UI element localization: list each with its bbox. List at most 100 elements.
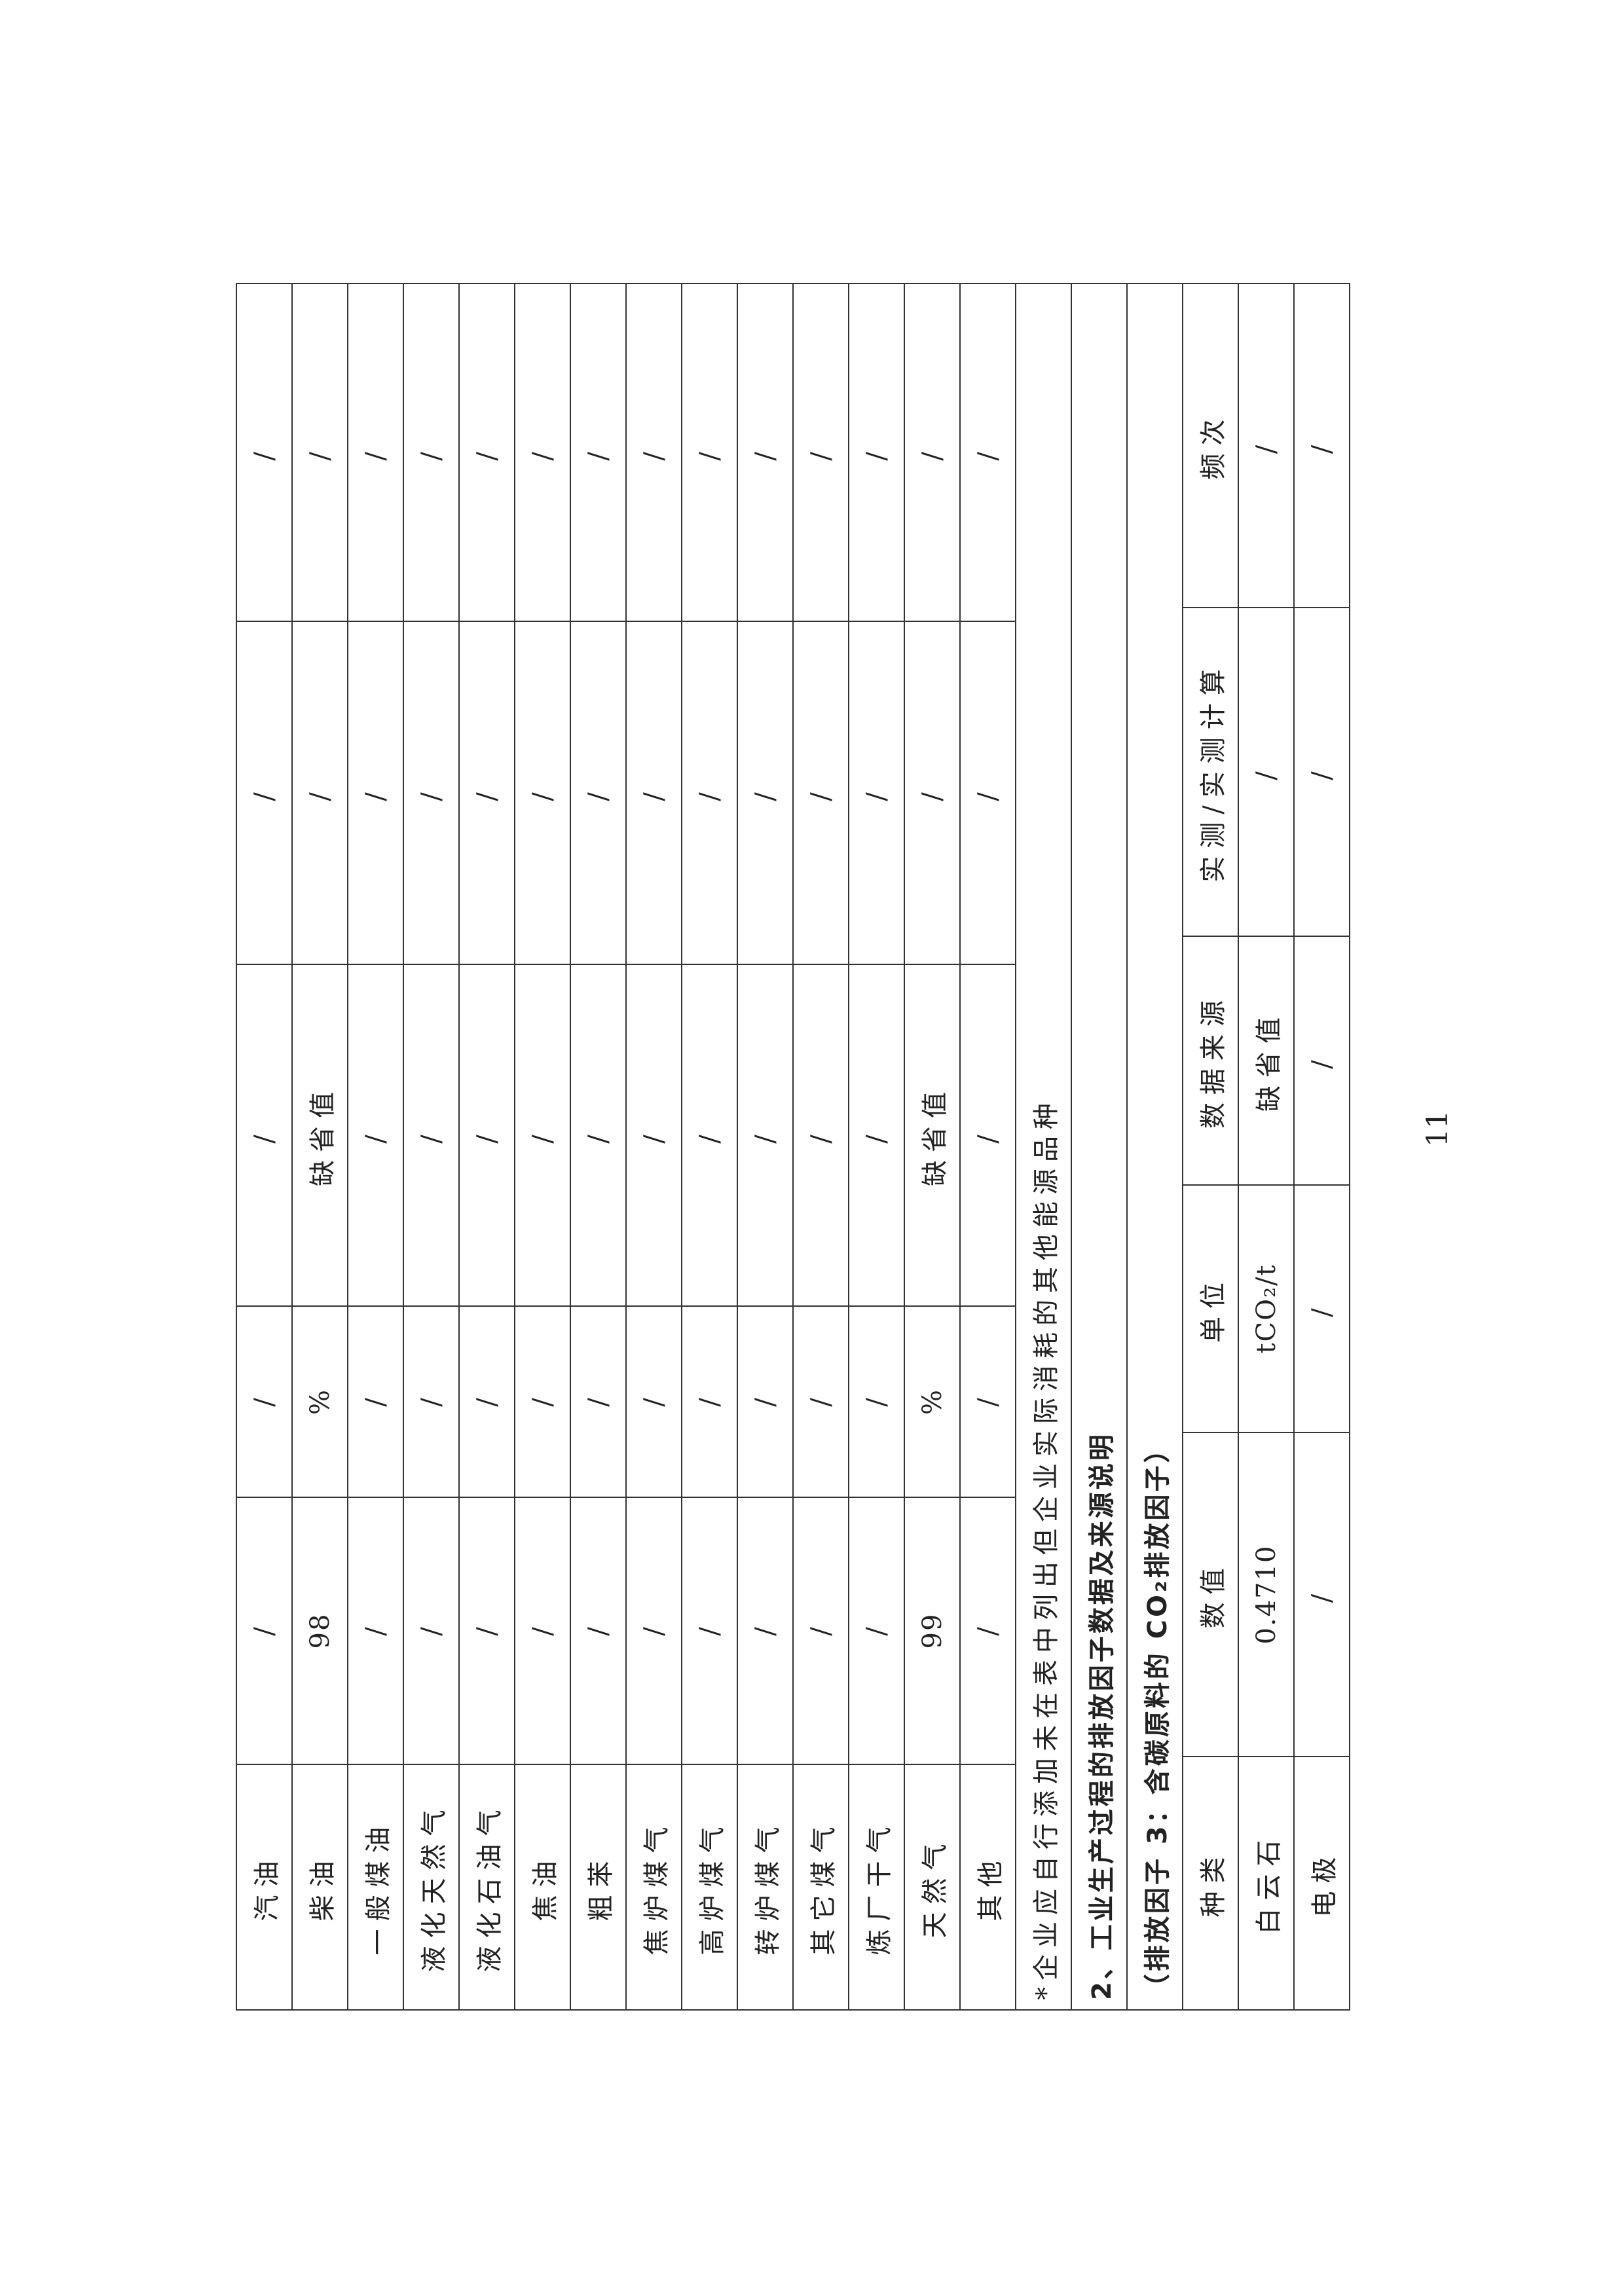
table-cell-source: /: [849, 964, 904, 1306]
table-cell-source: /: [236, 964, 292, 1306]
table-cell-value: 99: [904, 1497, 960, 1764]
table-cell-unit: /: [348, 1306, 403, 1497]
table-cell: /: [1294, 283, 1350, 608]
table-cell-measured: /: [236, 621, 292, 964]
table-cell-value: /: [348, 1497, 403, 1764]
table-cell-frequency: /: [403, 283, 459, 621]
table-cell-value: /: [682, 1497, 737, 1764]
table-cell-source: /: [626, 964, 682, 1306]
table-cell-unit: /: [570, 1306, 626, 1497]
table-cell-unit: %: [292, 1306, 348, 1497]
table-cell: 白云石: [1238, 1757, 1294, 2010]
table-cell-value: /: [793, 1497, 849, 1764]
table-cell-frequency: /: [682, 283, 737, 621]
table-cell-unit: /: [459, 1306, 515, 1497]
table-cell-unit: /: [849, 1306, 904, 1497]
table-cell-measured: /: [682, 621, 737, 964]
table-row: 其它煤气 / / / / /: [793, 283, 849, 2010]
table-cell-source: /: [960, 964, 1016, 1306]
table-row: 粗苯 / / / / /: [570, 283, 626, 2010]
table-row: 柴油 98% 缺省值 / /: [292, 283, 348, 2010]
header-cell: 单位: [1183, 1185, 1238, 1432]
table-cell-name: 炼厂干气: [849, 1764, 904, 2010]
table-cell-value: /: [459, 1497, 515, 1764]
table-cell-unit: /: [403, 1306, 459, 1497]
table-cell-name: 柴油: [292, 1764, 348, 2010]
table-cell-measured: /: [960, 621, 1016, 964]
table-row: 白云石 0.4710 tCO₂/t 缺省值 / /: [1238, 283, 1294, 2010]
table-cell-value: 98: [292, 1497, 348, 1764]
table-cell: 缺省值: [1238, 936, 1294, 1185]
table-cell-unit: /: [960, 1306, 1016, 1497]
table-cell-source: /: [403, 964, 459, 1306]
table-row: 焦炉煤气 / / / / /: [626, 283, 682, 2010]
table-cell-frequency: /: [292, 283, 348, 621]
table-cell: /: [1238, 283, 1294, 608]
table-cell-value: /: [849, 1497, 904, 1764]
table-cell-frequency: /: [570, 283, 626, 621]
table-cell-name: 天然气: [904, 1764, 960, 2010]
table-row: 液化天然气 / / / / /: [403, 283, 459, 2010]
table-cell-value: /: [403, 1497, 459, 1764]
table-cell-unit: %: [904, 1306, 960, 1497]
table-cell-name: 转炉煤气: [737, 1764, 793, 2010]
header-cell: 数据来源: [1183, 936, 1238, 1185]
table-cell: /: [1294, 608, 1350, 936]
section-subtitle: （排放因子 3：含碳原料的 CO₂排放因子）: [1127, 283, 1183, 2010]
table-cell-measured: /: [570, 621, 626, 964]
table-cell-measured: /: [626, 621, 682, 964]
table-cell: /: [1238, 608, 1294, 936]
table-cell: /: [1294, 1185, 1350, 1432]
table-cell-source: /: [515, 964, 570, 1306]
table-cell-source: /: [459, 964, 515, 1306]
table-cell-unit: /: [515, 1306, 570, 1497]
header-cell: 数值: [1183, 1432, 1238, 1757]
table-cell-name: 液化石油气: [459, 1764, 515, 2010]
table-cell-frequency: /: [348, 283, 403, 621]
table-cell: tCO₂/t: [1238, 1185, 1294, 1432]
table-cell-source: /: [348, 964, 403, 1306]
table-cell-unit: /: [737, 1306, 793, 1497]
table-cell-name: 其它煤气: [793, 1764, 849, 2010]
table-cell-value: /: [236, 1497, 292, 1764]
table-cell-name: 高炉煤气: [682, 1764, 737, 2010]
table-cell-measured: /: [737, 621, 793, 964]
table-row: 天然气 99% 缺省值 / /: [904, 283, 960, 2010]
table-cell-value: /: [737, 1497, 793, 1764]
table-cell-frequency: /: [236, 283, 292, 621]
table-cell-value: /: [960, 1497, 1016, 1764]
table-cell-frequency: /: [960, 283, 1016, 621]
table-row: 其他 / / / / /: [960, 283, 1016, 2010]
table-cell: /: [1294, 1432, 1350, 1757]
table-cell-measured: /: [459, 621, 515, 964]
table-cell: 0.4710: [1238, 1432, 1294, 1757]
table-cell-frequency: /: [849, 283, 904, 621]
table-cell-name: 焦炉煤气: [626, 1764, 682, 2010]
fuel-factor-table: 汽油 / / / / / 柴油 98% 缺省值 / / 一般煤油 / / / / / 液化天然气 / / / / / 液化石油…: [236, 283, 1183, 2011]
table-cell-frequency: /: [515, 283, 570, 621]
table-cell-name: 焦油: [515, 1764, 570, 2010]
table-row: 炼厂干气 / / / / /: [849, 283, 904, 2010]
table-cell-measured: /: [403, 621, 459, 964]
header-cell: 种类: [1183, 1757, 1238, 2010]
table-cell-source: 缺省值: [904, 964, 960, 1306]
table-cell: 电极: [1294, 1757, 1350, 2010]
table-cell-unit: /: [682, 1306, 737, 1497]
table-cell-source: /: [737, 964, 793, 1306]
table-cell-name: 其他: [960, 1764, 1016, 2010]
table-cell-source: /: [793, 964, 849, 1306]
table-cell-frequency: /: [626, 283, 682, 621]
table-cell-value: /: [626, 1497, 682, 1764]
table-cell-source: 缺省值: [292, 964, 348, 1306]
table-cell: /: [1294, 936, 1350, 1185]
table-row: 一般煤油 / / / / /: [348, 283, 403, 2010]
table-note: *企业应自行添加未在表中列出但企业实际消耗的其他能源品种: [1016, 283, 1071, 2010]
header-cell: 频次: [1183, 283, 1238, 608]
table-row: 电极 / / / / /: [1294, 283, 1350, 2010]
table-row: 高炉煤气 / / / / /: [682, 283, 737, 2010]
table-row: 汽油 / / / / /: [236, 283, 292, 2010]
table-cell-name: 粗苯: [570, 1764, 626, 2010]
process-factor-table: 种类 数值 单位 数据来源 实测/实测计算 频次 白云石 0.4710 tCO₂…: [1182, 283, 1350, 2011]
table-row: 液化石油气 / / / / /: [459, 283, 515, 2010]
